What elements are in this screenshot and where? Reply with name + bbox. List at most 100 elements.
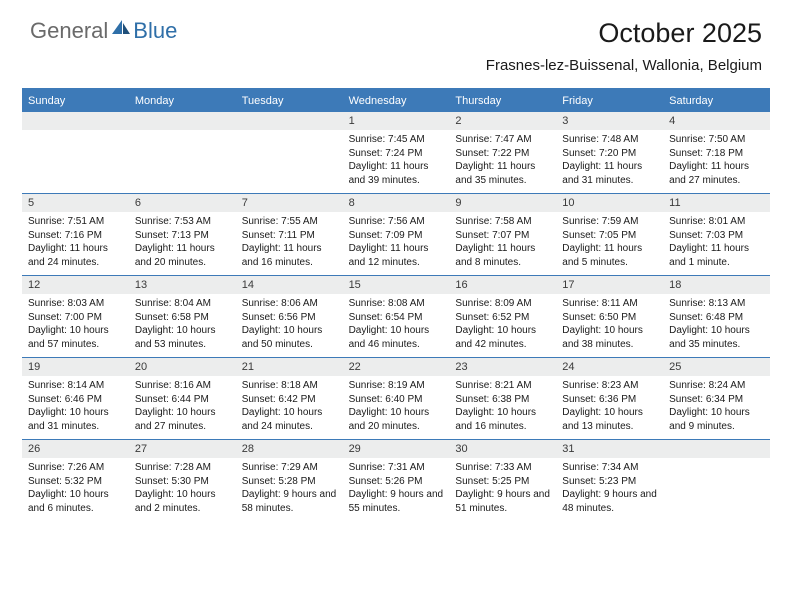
day-number: 23 xyxy=(449,358,556,376)
sunset-line: Sunset: 5:30 PM xyxy=(135,475,230,489)
day-number: 18 xyxy=(663,276,770,294)
sunrise-line: Sunrise: 7:53 AM xyxy=(135,215,230,229)
day-number xyxy=(236,112,343,130)
sunset-line: Sunset: 6:42 PM xyxy=(242,393,337,407)
day-cell-body: Sunrise: 8:06 AMSunset: 6:56 PMDaylight:… xyxy=(236,294,343,357)
week-row: 262728293031Sunrise: 7:26 AMSunset: 5:32… xyxy=(22,439,770,521)
day-cell-body: Sunrise: 7:51 AMSunset: 7:16 PMDaylight:… xyxy=(22,212,129,275)
sunset-line: Sunset: 7:11 PM xyxy=(242,229,337,243)
day-cell-body xyxy=(129,130,236,193)
sunrise-line: Sunrise: 7:45 AM xyxy=(349,133,444,147)
sunset-line: Sunset: 6:38 PM xyxy=(455,393,550,407)
sunrise-line: Sunrise: 7:31 AM xyxy=(349,461,444,475)
day-cell-body: Sunrise: 7:58 AMSunset: 7:07 PMDaylight:… xyxy=(449,212,556,275)
sunrise-line: Sunrise: 7:50 AM xyxy=(669,133,764,147)
daylight-line: Daylight: 11 hours and 5 minutes. xyxy=(562,242,657,269)
daylight-line: Daylight: 11 hours and 20 minutes. xyxy=(135,242,230,269)
day-number: 31 xyxy=(556,440,663,458)
sunset-line: Sunset: 7:20 PM xyxy=(562,147,657,161)
sunrise-line: Sunrise: 8:01 AM xyxy=(669,215,764,229)
daylight-line: Daylight: 11 hours and 35 minutes. xyxy=(455,160,550,187)
location-text: Frasnes-lez-Buissenal, Wallonia, Belgium xyxy=(486,57,762,74)
day-cell-body: Sunrise: 7:55 AMSunset: 7:11 PMDaylight:… xyxy=(236,212,343,275)
day-number: 2 xyxy=(449,112,556,130)
day-number: 6 xyxy=(129,194,236,212)
weekday-header: Saturday xyxy=(663,90,770,112)
day-number xyxy=(129,112,236,130)
sunset-line: Sunset: 7:09 PM xyxy=(349,229,444,243)
logo-text-blue: Blue xyxy=(133,18,177,44)
day-number: 13 xyxy=(129,276,236,294)
day-number: 8 xyxy=(343,194,450,212)
weekday-header: Thursday xyxy=(449,90,556,112)
sunrise-line: Sunrise: 8:23 AM xyxy=(562,379,657,393)
day-body-row: Sunrise: 7:26 AMSunset: 5:32 PMDaylight:… xyxy=(22,458,770,521)
day-number: 20 xyxy=(129,358,236,376)
sunset-line: Sunset: 6:40 PM xyxy=(349,393,444,407)
day-cell-body: Sunrise: 8:13 AMSunset: 6:48 PMDaylight:… xyxy=(663,294,770,357)
day-cell-body xyxy=(22,130,129,193)
week-row: 12131415161718Sunrise: 8:03 AMSunset: 7:… xyxy=(22,275,770,357)
day-number: 3 xyxy=(556,112,663,130)
daylight-line: Daylight: 10 hours and 46 minutes. xyxy=(349,324,444,351)
daylight-line: Daylight: 11 hours and 31 minutes. xyxy=(562,160,657,187)
daylight-line: Daylight: 9 hours and 55 minutes. xyxy=(349,488,444,515)
sunset-line: Sunset: 6:36 PM xyxy=(562,393,657,407)
sunset-line: Sunset: 5:23 PM xyxy=(562,475,657,489)
day-number-row: 12131415161718 xyxy=(22,276,770,294)
sunrise-line: Sunrise: 7:59 AM xyxy=(562,215,657,229)
day-number: 24 xyxy=(556,358,663,376)
daylight-line: Daylight: 10 hours and 57 minutes. xyxy=(28,324,123,351)
day-cell-body: Sunrise: 8:11 AMSunset: 6:50 PMDaylight:… xyxy=(556,294,663,357)
day-cell-body: Sunrise: 8:03 AMSunset: 7:00 PMDaylight:… xyxy=(22,294,129,357)
sunset-line: Sunset: 5:32 PM xyxy=(28,475,123,489)
day-number: 30 xyxy=(449,440,556,458)
day-cell-body: Sunrise: 8:01 AMSunset: 7:03 PMDaylight:… xyxy=(663,212,770,275)
sunrise-line: Sunrise: 8:14 AM xyxy=(28,379,123,393)
day-number: 9 xyxy=(449,194,556,212)
sunrise-line: Sunrise: 8:06 AM xyxy=(242,297,337,311)
page-title: October 2025 xyxy=(486,18,762,49)
day-number-row: 1234 xyxy=(22,112,770,130)
sunrise-line: Sunrise: 8:16 AM xyxy=(135,379,230,393)
sunset-line: Sunset: 6:34 PM xyxy=(669,393,764,407)
day-number: 14 xyxy=(236,276,343,294)
weekday-header: Monday xyxy=(129,90,236,112)
sunrise-line: Sunrise: 7:34 AM xyxy=(562,461,657,475)
daylight-line: Daylight: 9 hours and 58 minutes. xyxy=(242,488,337,515)
daylight-line: Daylight: 11 hours and 39 minutes. xyxy=(349,160,444,187)
header: General Blue October 2025 Frasnes-lez-Bu… xyxy=(0,0,792,82)
daylight-line: Daylight: 11 hours and 27 minutes. xyxy=(669,160,764,187)
day-number: 5 xyxy=(22,194,129,212)
sunset-line: Sunset: 5:26 PM xyxy=(349,475,444,489)
day-cell-body: Sunrise: 8:16 AMSunset: 6:44 PMDaylight:… xyxy=(129,376,236,439)
daylight-line: Daylight: 10 hours and 31 minutes. xyxy=(28,406,123,433)
day-number-row: 19202122232425 xyxy=(22,358,770,376)
day-number xyxy=(663,440,770,458)
day-number-row: 567891011 xyxy=(22,194,770,212)
day-cell-body: Sunrise: 8:24 AMSunset: 6:34 PMDaylight:… xyxy=(663,376,770,439)
day-number: 16 xyxy=(449,276,556,294)
sunset-line: Sunset: 6:48 PM xyxy=(669,311,764,325)
day-cell-body: Sunrise: 8:18 AMSunset: 6:42 PMDaylight:… xyxy=(236,376,343,439)
day-cell-body: Sunrise: 8:23 AMSunset: 6:36 PMDaylight:… xyxy=(556,376,663,439)
sunset-line: Sunset: 6:52 PM xyxy=(455,311,550,325)
sunset-line: Sunset: 5:25 PM xyxy=(455,475,550,489)
day-number: 22 xyxy=(343,358,450,376)
day-cell-body: Sunrise: 7:48 AMSunset: 7:20 PMDaylight:… xyxy=(556,130,663,193)
day-cell-body: Sunrise: 8:14 AMSunset: 6:46 PMDaylight:… xyxy=(22,376,129,439)
sunset-line: Sunset: 7:24 PM xyxy=(349,147,444,161)
day-number: 11 xyxy=(663,194,770,212)
daylight-line: Daylight: 11 hours and 1 minute. xyxy=(669,242,764,269)
week-row: 567891011Sunrise: 7:51 AMSunset: 7:16 PM… xyxy=(22,193,770,275)
daylight-line: Daylight: 10 hours and 2 minutes. xyxy=(135,488,230,515)
day-cell-body: Sunrise: 8:09 AMSunset: 6:52 PMDaylight:… xyxy=(449,294,556,357)
sunrise-line: Sunrise: 8:21 AM xyxy=(455,379,550,393)
day-number: 1 xyxy=(343,112,450,130)
daylight-line: Daylight: 10 hours and 6 minutes. xyxy=(28,488,123,515)
daylight-line: Daylight: 10 hours and 42 minutes. xyxy=(455,324,550,351)
daylight-line: Daylight: 11 hours and 24 minutes. xyxy=(28,242,123,269)
day-body-row: Sunrise: 7:51 AMSunset: 7:16 PMDaylight:… xyxy=(22,212,770,275)
daylight-line: Daylight: 10 hours and 9 minutes. xyxy=(669,406,764,433)
daylight-line: Daylight: 10 hours and 53 minutes. xyxy=(135,324,230,351)
